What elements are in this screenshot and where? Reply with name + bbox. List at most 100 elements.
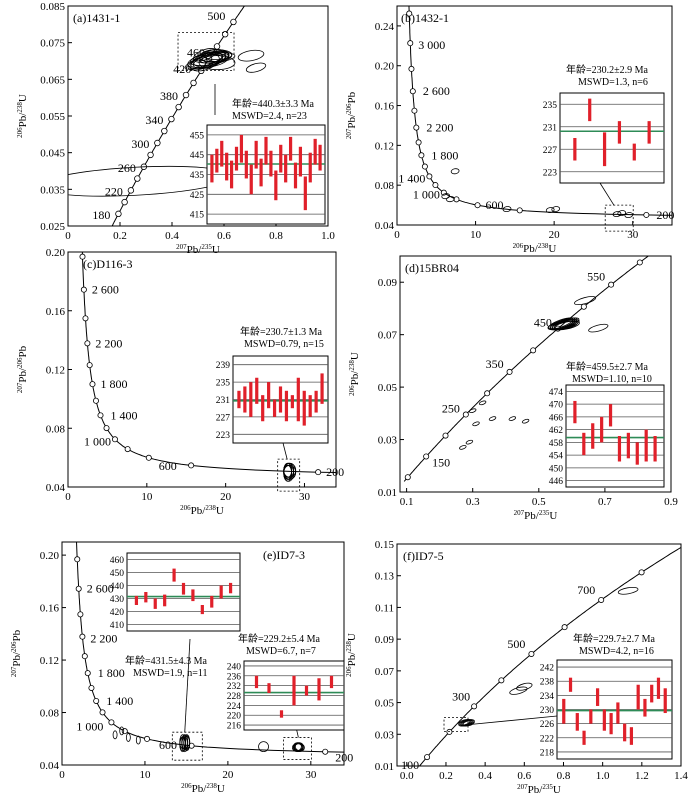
concordia-age-marker — [161, 127, 168, 135]
concordia-age-label: 200 — [335, 751, 353, 765]
concordia-age-label: 300 — [452, 689, 470, 703]
concordia-age-label: 200 — [656, 208, 674, 222]
inset-error-bar — [134, 595, 139, 605]
y-tick-label: 0.09 — [378, 277, 398, 289]
inset-error-bar — [249, 164, 253, 195]
y-tick-label: 0.16 — [40, 603, 60, 615]
x-tick-label: 0.3 — [466, 496, 480, 508]
concordia-age-marker — [188, 742, 195, 749]
error-ellipse — [462, 720, 475, 727]
inset-error-bar — [663, 688, 667, 714]
concordia-age-marker — [81, 653, 88, 660]
y-tick-label: 0.025 — [40, 221, 65, 233]
inset-error-bar — [308, 395, 312, 417]
y-tick-label: 0.12 — [46, 365, 65, 377]
concordia-age-label: 300 — [131, 137, 149, 151]
inset-error-bar — [647, 121, 651, 144]
selection-box — [177, 32, 235, 72]
concordia-curve — [76, 542, 344, 753]
inset-error-bar — [210, 595, 214, 608]
concordia-age-marker — [462, 411, 469, 418]
inset-error-bar — [329, 675, 334, 689]
y-tick-label: 0.035 — [40, 184, 65, 196]
inset-tick-label: 223 — [216, 431, 231, 441]
y-tick-label: 0.16 — [375, 101, 395, 113]
plot-frame — [396, 5, 673, 226]
concordia-age-marker — [144, 735, 151, 742]
concordia-age-marker — [121, 728, 128, 735]
concordia-age-marker — [115, 210, 122, 218]
concordia-age-marker — [409, 88, 416, 95]
concordia-age-label: 180 — [92, 208, 110, 222]
inset-age-text: 年龄=229.7±2.7 Ma — [573, 632, 656, 645]
inset-tick-label: 238 — [540, 678, 555, 688]
inset-error-bar — [229, 160, 234, 189]
error-ellipse — [465, 439, 474, 445]
concordia-age-marker — [121, 198, 128, 206]
y-axis-label: 206Pb/238U — [345, 633, 358, 677]
y-tick-label: 0.05 — [378, 382, 398, 394]
concordia-age-marker — [432, 182, 439, 189]
error-ellipse — [181, 737, 189, 753]
concordia-age-marker — [111, 436, 118, 443]
inset-tick-label: 455 — [190, 131, 205, 141]
error-ellipse — [468, 408, 477, 414]
inset-error-bar — [617, 121, 622, 144]
inset-error-bar — [308, 152, 312, 183]
x-tick-label: 0.2 — [113, 230, 127, 242]
panel-label: (a)1431-1 — [73, 11, 120, 25]
inset-tick-label: 226 — [540, 720, 555, 730]
concordia-age-marker — [124, 446, 131, 453]
error-ellipse — [521, 418, 530, 424]
x-tick-label: 10 — [470, 229, 482, 241]
y-tick-label: 0.20 — [40, 550, 60, 562]
inset-tick-label: 415 — [190, 211, 205, 221]
concordia-age-marker — [84, 340, 91, 347]
inset-tick-label: 470 — [549, 401, 564, 411]
inset-error-bar — [298, 146, 303, 177]
error-ellipse — [617, 586, 639, 595]
error-ellipse — [198, 51, 224, 64]
plot-frame — [61, 541, 345, 766]
concordia-age-marker — [528, 650, 535, 657]
svg-text:206Pb/238U: 206Pb/238U — [348, 352, 361, 396]
concordia-age-marker — [322, 748, 329, 755]
concordia-age-label: 460 — [187, 45, 205, 59]
x-tick-label: 0.2 — [439, 770, 453, 782]
inset-error-bar — [629, 727, 634, 745]
error-ellipse — [193, 48, 217, 62]
x-tick-label: 0 — [59, 769, 65, 781]
error-ellipse — [283, 462, 293, 480]
x-tick-label: 0.0 — [400, 770, 414, 782]
concordia-age-marker — [423, 453, 430, 460]
concordia-age-marker — [643, 211, 650, 218]
inset-error-bar — [595, 688, 600, 706]
inset-error-bar — [653, 436, 657, 462]
leader-line — [467, 715, 558, 726]
inset-tick-label: 224 — [227, 702, 242, 712]
concordia-age-label: 1 000 — [84, 434, 111, 448]
inset-error-bar — [144, 592, 148, 603]
concordia-age-marker — [598, 596, 605, 603]
panel-label: (b)1432-1 — [401, 11, 449, 25]
inset-error-bar — [278, 386, 283, 413]
inset-tick-label: 440 — [110, 582, 125, 592]
inset-error-bar — [314, 390, 318, 413]
error-ellipse — [588, 323, 609, 333]
inset-tick-label: 220 — [227, 712, 242, 722]
concordia-age-marker — [453, 196, 460, 203]
inset-age-text: 年龄=230.7±1.3 Ma — [240, 325, 323, 338]
inset-age-text: 年龄=230.2±2.9 Ma — [566, 63, 649, 76]
concordia-age-marker — [127, 187, 135, 194]
inset-age-text: 年龄=440.3±3.3 Ma — [232, 97, 315, 110]
y-tick-label: 0.01 — [378, 487, 397, 499]
x-tick-label: 0.1 — [400, 496, 414, 508]
inset-error-bar — [293, 162, 298, 189]
inset-tick-label: 410 — [110, 621, 125, 631]
error-ellipse — [119, 726, 125, 736]
inset-error-bar — [568, 677, 573, 692]
inset-tick-label: 420 — [110, 608, 125, 618]
error-ellipse — [508, 416, 517, 421]
concordia-age-marker — [418, 152, 425, 159]
svg-text:207Pb/235U: 207Pb/235U — [176, 243, 220, 256]
